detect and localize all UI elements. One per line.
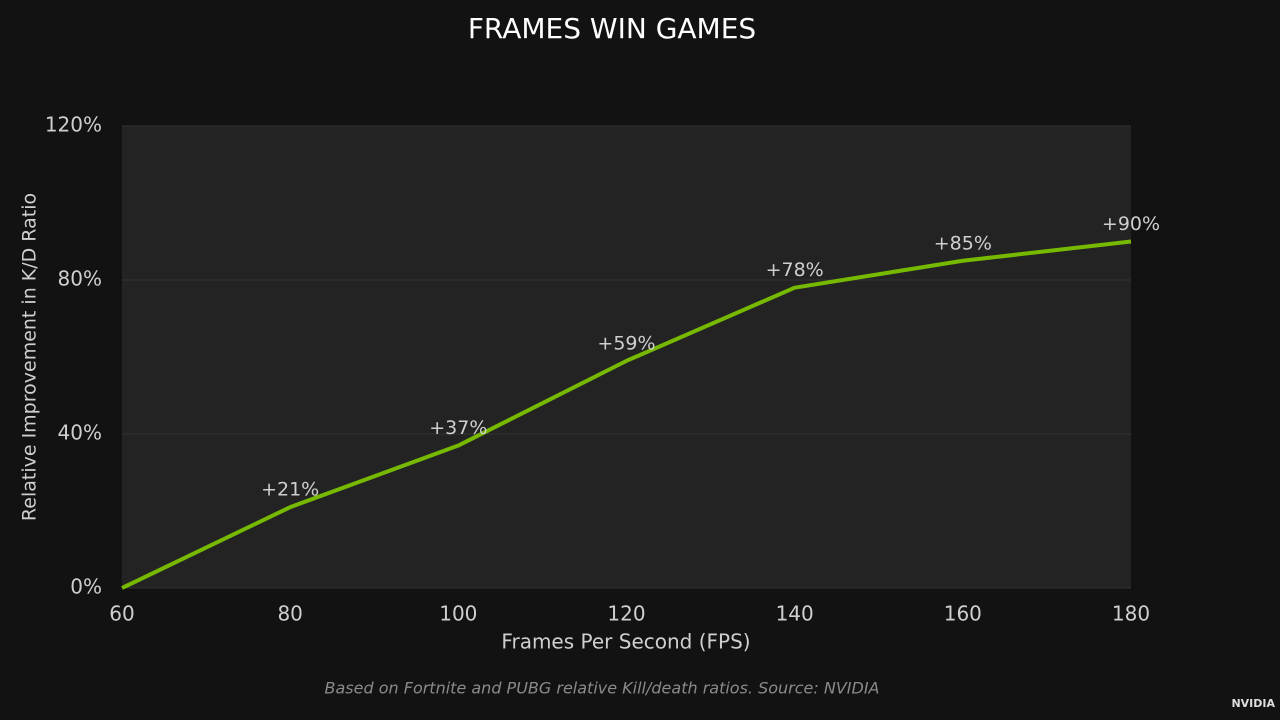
data-label: +59% (597, 332, 655, 354)
y-tick-label: 80% (58, 267, 102, 291)
data-label: +90% (1102, 213, 1160, 235)
x-tick-label: 60 (109, 602, 134, 626)
data-label: +78% (766, 259, 824, 281)
data-label: +85% (934, 232, 992, 254)
data-label: +37% (429, 417, 487, 439)
x-tick-label: 140 (776, 602, 814, 626)
x-axis-title: Frames Per Second (FPS) (501, 630, 750, 654)
x-tick-label: 100 (439, 602, 477, 626)
data-label: +21% (261, 479, 319, 501)
y-axis-title: Relative Improvement in K/D Ratio (19, 193, 41, 521)
x-tick-label: 80 (277, 602, 302, 626)
x-tick-label: 160 (944, 602, 982, 626)
y-tick-label: 40% (58, 421, 102, 445)
brand: NVIDIA (1231, 697, 1275, 710)
x-tick-label: 120 (607, 602, 645, 626)
y-tick-label: 120% (45, 113, 102, 137)
y-tick-label: 0% (70, 575, 102, 599)
chart-title: FRAMES WIN GAMES (468, 12, 756, 45)
footnote: Based on Fortnite and PUBG relative Kill… (325, 679, 880, 698)
data-line (121, 239, 1132, 590)
x-tick-label: 180 (1112, 602, 1150, 626)
plot-area (122, 126, 1131, 588)
